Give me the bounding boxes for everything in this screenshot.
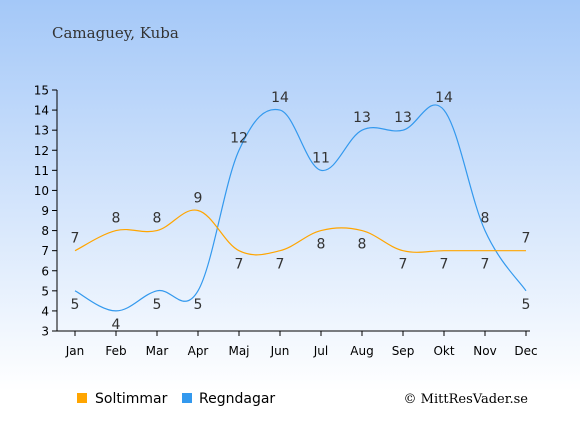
series-lines bbox=[74, 104, 527, 312]
y-tick-label: 9 bbox=[41, 204, 49, 218]
legend-swatch-soltimmar bbox=[77, 393, 87, 403]
y-tick-label: 11 bbox=[34, 164, 49, 178]
data-label-soltimmar: 8 bbox=[112, 211, 121, 227]
data-label-soltimmar: 8 bbox=[153, 211, 162, 227]
y-tick-label: 10 bbox=[34, 184, 49, 198]
data-label-regndagar: 13 bbox=[353, 110, 371, 126]
data-label-soltimmar: 7 bbox=[399, 257, 408, 273]
data-label-regndagar: 5 bbox=[194, 297, 203, 313]
y-tick-label: 15 bbox=[34, 84, 49, 98]
data-label-soltimmar: 7 bbox=[440, 257, 449, 273]
legend-label-soltimmar: Soltimmar bbox=[95, 391, 168, 407]
data-label-regndagar: 4 bbox=[112, 317, 121, 333]
y-tick-label: 5 bbox=[41, 284, 49, 298]
y-tick-label: 14 bbox=[34, 104, 49, 118]
y-tick-label: 3 bbox=[41, 325, 49, 339]
x-tick-label: Sep bbox=[392, 344, 415, 358]
data-label-regndagar: 12 bbox=[230, 130, 248, 146]
data-label-regndagar: 5 bbox=[71, 297, 80, 313]
x-tick-label: Okt bbox=[433, 344, 454, 358]
y-tick-label: 12 bbox=[34, 144, 49, 158]
x-tick-label: Aug bbox=[350, 344, 373, 358]
data-label-regndagar: 5 bbox=[522, 297, 531, 313]
data-label-regndagar: 5 bbox=[153, 297, 162, 313]
x-tick-label: Maj bbox=[228, 344, 249, 358]
data-label-regndagar: 11 bbox=[312, 150, 330, 166]
chart-title: Camaguey, Kuba bbox=[52, 24, 179, 42]
legend: Soltimmar Regndagar bbox=[77, 391, 275, 407]
y-tick-label: 4 bbox=[41, 304, 49, 318]
legend-label-regndagar: Regndagar bbox=[199, 391, 275, 407]
x-tick-label: Jul bbox=[313, 344, 328, 358]
x-tick-label: Apr bbox=[188, 344, 209, 358]
data-label-regndagar: 8 bbox=[481, 211, 490, 227]
data-label-regndagar: 14 bbox=[271, 90, 289, 106]
x-tick-label: Feb bbox=[105, 344, 126, 358]
y-tick-label: 13 bbox=[34, 124, 49, 138]
y-tick-label: 6 bbox=[41, 264, 49, 278]
data-label-soltimmar: 7 bbox=[481, 257, 490, 273]
data-label-soltimmar: 7 bbox=[235, 257, 244, 273]
data-label-soltimmar: 9 bbox=[194, 191, 203, 207]
data-label-soltimmar: 7 bbox=[71, 231, 80, 247]
y-tick-label: 7 bbox=[41, 244, 49, 258]
data-label-soltimmar: 8 bbox=[358, 237, 367, 253]
data-label-soltimmar: 7 bbox=[276, 257, 285, 273]
data-label-soltimmar: 8 bbox=[317, 237, 326, 253]
data-labels: 7 8 8 9 7 7 8 8 7 7 7 7 5 4 5 5 12 14 11 13 13 14 8 5 bbox=[71, 90, 531, 333]
x-tick-label: Jun bbox=[270, 344, 290, 358]
data-label-soltimmar: 7 bbox=[522, 231, 531, 247]
legend-swatch-regndagar bbox=[182, 393, 192, 403]
y-tick-label: 8 bbox=[41, 224, 49, 238]
credit-text: © MittResVader.se bbox=[404, 392, 529, 407]
x-tick-label: Nov bbox=[473, 344, 496, 358]
data-label-regndagar: 14 bbox=[435, 90, 453, 106]
x-tick-label: Mar bbox=[146, 344, 169, 358]
series-line-soltimmar bbox=[74, 209, 526, 256]
x-tick-label: Jan bbox=[65, 344, 85, 358]
chart-axes: 3 4 5 6 7 8 9 10 11 12 13 14 15 Jan Feb Mar Apr Maj Jun Jul… bbox=[34, 84, 538, 359]
series-line-regndagar bbox=[74, 104, 527, 312]
x-tick-label: Dec bbox=[514, 344, 537, 358]
data-label-regndagar: 13 bbox=[394, 110, 412, 126]
